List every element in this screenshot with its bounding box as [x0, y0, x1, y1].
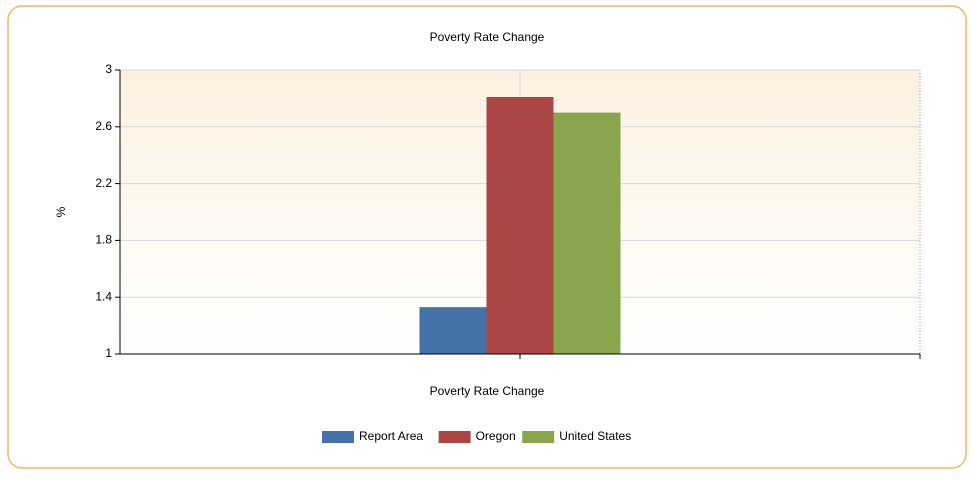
- y-tick-label: 2.2: [95, 176, 112, 190]
- y-axis-label: %: [54, 206, 68, 217]
- legend-swatch: [322, 431, 354, 443]
- legend-swatch: [522, 431, 555, 443]
- legend-swatch: [438, 431, 471, 443]
- y-tick-label: 1: [105, 346, 112, 360]
- x-axis-label: Poverty Rate Change: [430, 384, 545, 398]
- bar: [553, 112, 621, 354]
- bar: [486, 96, 554, 354]
- bar: [419, 307, 487, 354]
- legend-label: United States: [559, 429, 631, 443]
- legend-label: Oregon: [476, 429, 516, 443]
- y-tick-label: 2.6: [95, 119, 112, 133]
- y-tick-label: 1.8: [95, 233, 112, 247]
- legend-label: Report Area: [359, 429, 423, 443]
- y-tick-label: 1.4: [95, 289, 112, 303]
- y-tick-label: 3: [105, 62, 112, 76]
- chart-title: Poverty Rate Change: [430, 30, 545, 44]
